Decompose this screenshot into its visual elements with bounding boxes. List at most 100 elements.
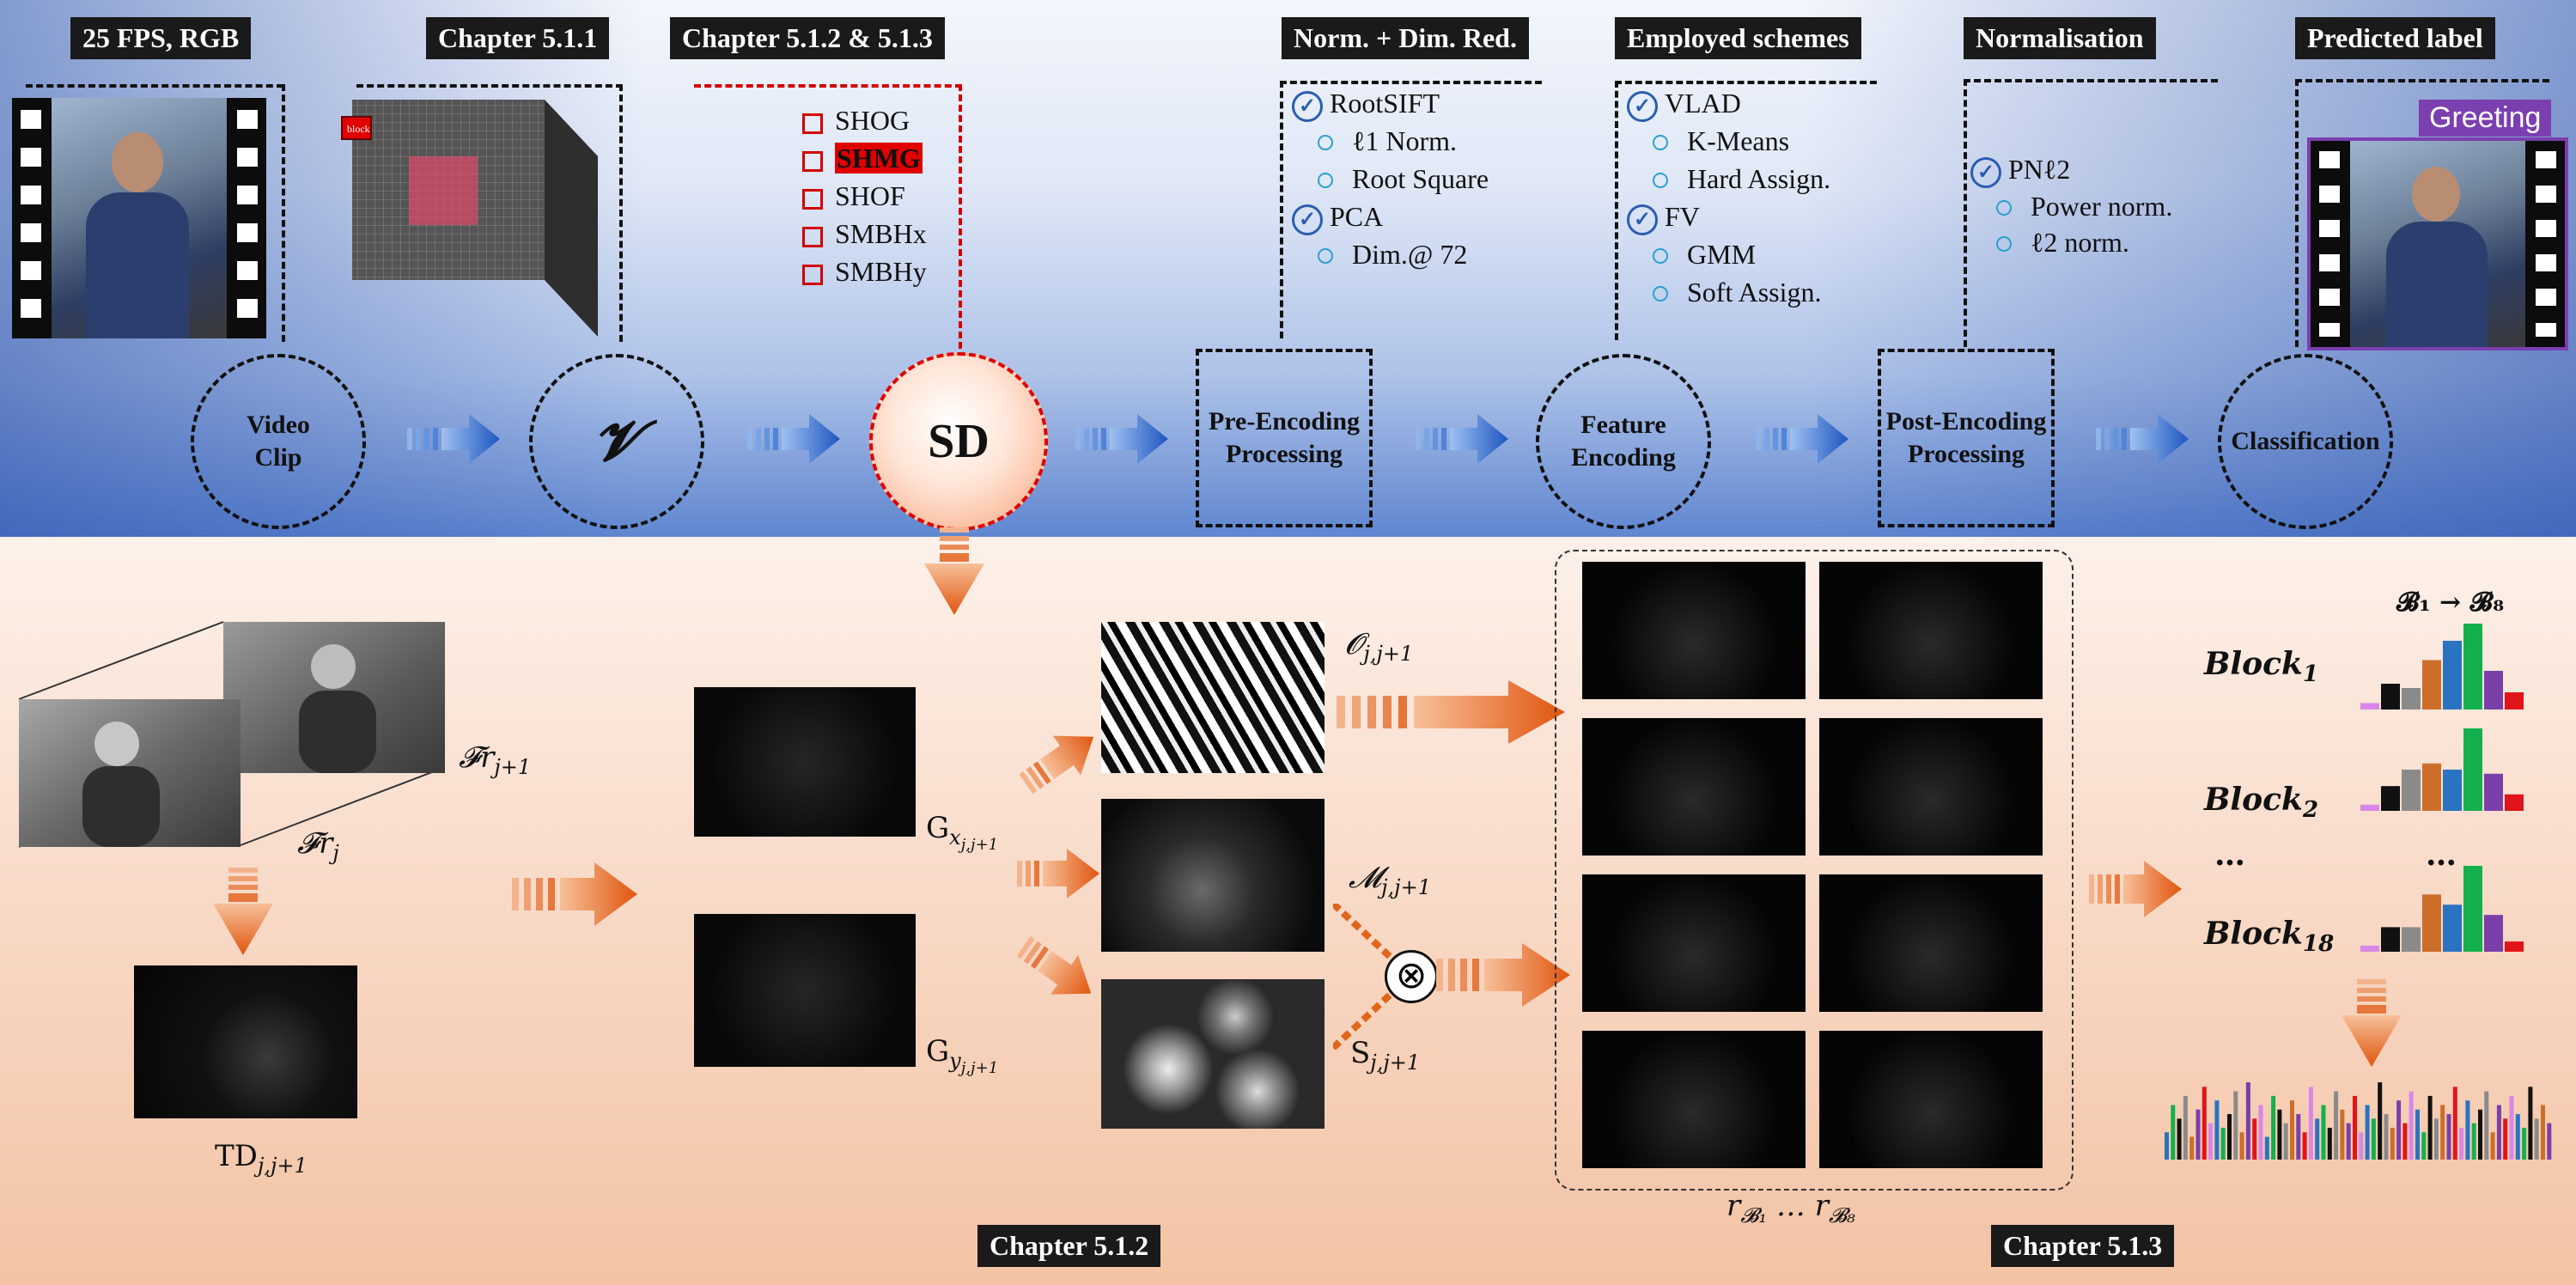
histogram-bar (2484, 773, 2503, 811)
block-image (1582, 718, 1806, 856)
block-image (1819, 874, 2043, 1012)
histogram-bar (2214, 1100, 2220, 1160)
histogram-block18 (2360, 866, 2524, 952)
math-sub: 𝓑₁ (1740, 1203, 1768, 1227)
histogram-bar (2340, 1109, 2345, 1160)
classification-node: Classification (2218, 354, 2393, 529)
gradient-x-image (694, 687, 916, 837)
list-label: Soft Assign. (1687, 277, 1822, 308)
connector (1280, 81, 1283, 338)
blue-arrow-icon (2096, 414, 2189, 464)
histogram-bar (2315, 1118, 2320, 1160)
b1-b8-label: 𝓑₁ → 𝓑₈ (2396, 588, 2505, 618)
histogram-bar (2334, 1091, 2339, 1160)
film-holes-right (237, 110, 258, 323)
histogram-bar (2365, 1105, 2370, 1160)
o-label: 𝓞j,j+1 (1345, 627, 1413, 666)
histogram-bar (2390, 1127, 2395, 1160)
histogram-bar (2353, 1095, 2357, 1160)
histogram-bar (2189, 1136, 2195, 1160)
histogram-bar (2541, 1105, 2545, 1160)
descriptor-label-highlight: SHMG (835, 143, 923, 174)
orange-diag-arrow-icon (1016, 936, 1092, 995)
check-icon: ✓ (1627, 91, 1658, 122)
blue-arrow-icon (1416, 414, 1508, 464)
math-text: TD (215, 1139, 258, 1173)
saliency-image (1101, 979, 1325, 1129)
concatenated-histogram (2165, 1082, 2552, 1160)
math-text: G (926, 811, 950, 845)
connector-red (959, 84, 962, 349)
blue-arrow-icon (407, 414, 500, 464)
blue-arrow-icon (1075, 414, 1168, 464)
histogram-bar (2277, 1109, 2282, 1160)
histogram-bar (2421, 1132, 2427, 1160)
bullet-icon (1653, 173, 1668, 188)
consecutive-frames (18, 621, 445, 848)
histogram-block2 (2360, 728, 2524, 811)
histogram-bar (2459, 1127, 2464, 1160)
histogram-bar (2371, 1118, 2376, 1160)
histogram-bar (2360, 703, 2379, 709)
list-label: FV (1665, 201, 1700, 232)
connector (1964, 79, 2218, 82)
post-encoding-list: ✓ PNℓ2 Power norm. ℓ2 norm. (1970, 151, 2172, 260)
post-encoding-node: Post-Encoding Processing (1878, 349, 2055, 527)
predicted-film (2307, 137, 2568, 350)
math-text: S (1350, 1036, 1371, 1070)
histogram-bar (2402, 688, 2421, 709)
histogram-bar (2220, 1127, 2226, 1160)
multiply-icon: ⊗ (1385, 950, 1438, 1003)
histogram-bar (2396, 1100, 2402, 1160)
frj-label: 𝓕rj (297, 826, 339, 865)
histogram-bar (2534, 1118, 2539, 1160)
block-image (1582, 1031, 1806, 1168)
connector-red (694, 84, 962, 88)
histogram-bar (2183, 1095, 2188, 1160)
video-volume-cube: block (341, 100, 598, 337)
v-node: 𝓥 (529, 354, 704, 529)
histogram-bar (2443, 904, 2462, 952)
descriptor-item: SMBHx (802, 215, 927, 253)
descriptor-list: SHOG SHMG SHOF SMBHx SMBHy (802, 101, 927, 290)
histogram-bar (2440, 1105, 2445, 1160)
list-label: Hard Assign. (1687, 163, 1831, 194)
block-image (1819, 718, 2043, 856)
orientation-image (1101, 622, 1325, 773)
histogram-bar (2433, 1118, 2439, 1160)
math-sub: y (949, 1048, 961, 1073)
block2-label: Block2 (2204, 782, 2318, 823)
histogram-bar (2422, 660, 2441, 709)
block-image (1582, 874, 1806, 1012)
video-clip-film (12, 98, 266, 338)
math-sub: 𝓑₈ (1828, 1203, 1855, 1227)
list-label: VLAD (1665, 88, 1741, 119)
block-image (1819, 1031, 2043, 1168)
chapter-513-bottom-label: Chapter 5.1.3 (1991, 1225, 2175, 1267)
gx-label: Gxj,j+1 (926, 811, 998, 854)
block18-label: Block18 (2204, 916, 2334, 957)
schemes-label: Employed schemes (1615, 17, 1861, 59)
connector (26, 84, 283, 88)
node-text: Feature (1580, 411, 1666, 439)
chapter-511-label: Chapter 5.1.1 (426, 17, 610, 59)
node-text: Post-Encoding (1885, 407, 2047, 435)
pre-encoding-list: ✓ RootSIFT ℓ1 Norm. Root Square ✓ PCA Dim.… (1292, 84, 1489, 273)
block-sub: 1 (2302, 661, 2319, 688)
node-text: Encoding (1571, 443, 1676, 472)
video-frame (52, 98, 227, 338)
node-text: Processing (1907, 440, 2025, 468)
bullet-icon (1318, 135, 1333, 150)
histogram-bar (2496, 1105, 2501, 1160)
film-holes-left (21, 110, 41, 323)
math-text: … (1775, 1189, 1806, 1223)
check-icon: ✓ (1292, 204, 1323, 235)
histogram-bar (2415, 1109, 2420, 1160)
chapter-512-bottom-label: Chapter 5.1.2 (977, 1225, 1161, 1267)
histogram-bar (2378, 1082, 2383, 1160)
frj1-label: 𝓕rj+1 (459, 740, 531, 779)
histogram-bar (2381, 684, 2400, 709)
histogram-bar (2484, 1091, 2489, 1160)
schemes-list: ✓ VLAD K-Means Hard Assign. ✓ FV GMM Soft … (1627, 84, 1830, 311)
orange-arrow-icon (1436, 943, 1570, 1007)
